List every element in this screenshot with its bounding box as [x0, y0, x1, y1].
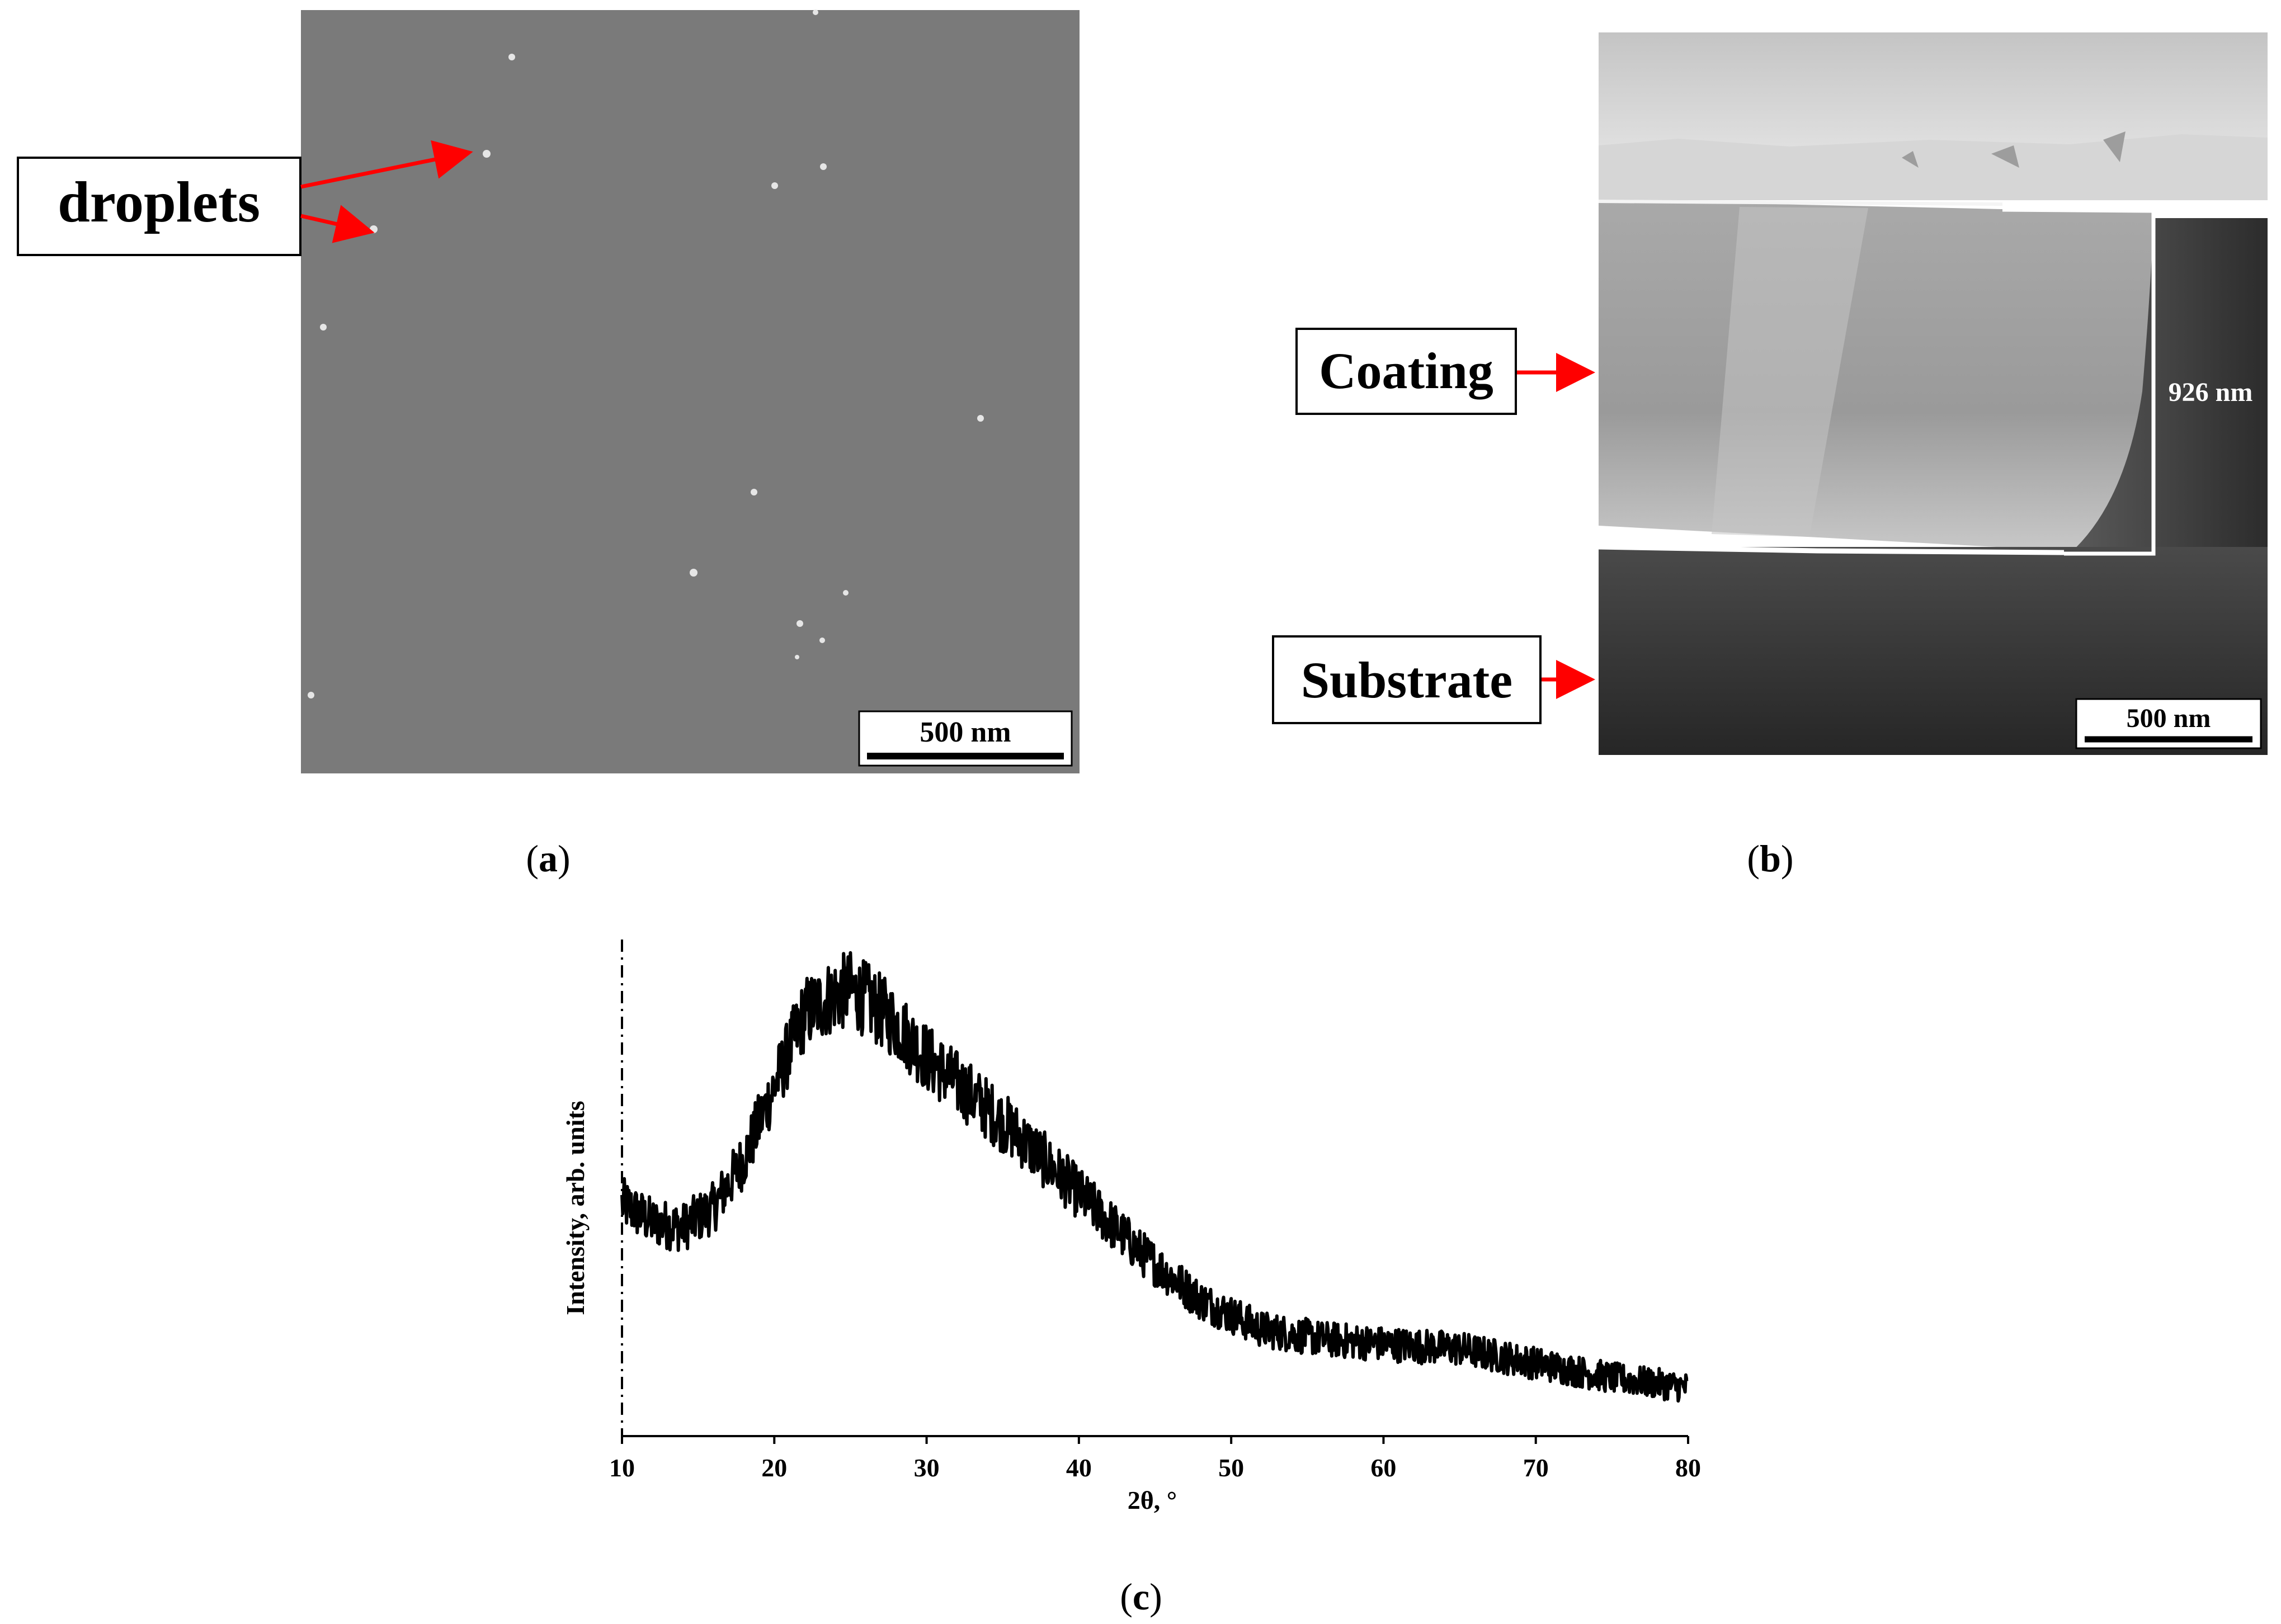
droplets-label: droplets — [58, 170, 260, 234]
x-tick-label: 50 — [1218, 1453, 1244, 1482]
droplet-dot — [843, 590, 849, 596]
droplets-callout: droplets — [17, 140, 473, 256]
coating-label: Coating — [1319, 342, 1493, 399]
substrate-callout: Substrate — [1272, 635, 1595, 724]
x-tick-label: 30 — [914, 1453, 940, 1482]
droplet-dot — [308, 692, 314, 698]
scalebar-a-label: 500 nm — [920, 716, 1011, 748]
droplet-dot — [977, 415, 984, 422]
xrd-chart: 10 20 30 40 50 60 70 80 2θ, ° Intensity, arb. u… — [561, 940, 1701, 1514]
panel-c-caption: (c) — [1120, 1575, 1162, 1618]
droplet-dots — [308, 10, 984, 698]
droplet-dot — [820, 163, 827, 170]
droplet-arrow-2 — [300, 205, 375, 243]
droplet-dot — [795, 655, 799, 659]
x-tick-label: 60 — [1370, 1453, 1396, 1482]
panel-b: 926 nm 500 nm Coating Substrate (b) — [1272, 32, 2268, 880]
x-tick-label: 40 — [1066, 1453, 1092, 1482]
droplet-dot — [751, 489, 757, 495]
droplet-dot — [819, 638, 825, 643]
droplet-dot — [370, 225, 378, 233]
sem-surface-image — [301, 10, 1080, 773]
x-ticks — [621, 1436, 1689, 1444]
panel-a: 500 nm droplets (a) — [17, 10, 1080, 880]
panel-b-caption: (b) — [1747, 837, 1793, 880]
droplet-dot — [813, 10, 818, 15]
x-tick-label: 20 — [761, 1453, 787, 1482]
droplet-dot — [771, 182, 778, 189]
droplet-dot — [797, 620, 803, 627]
x-tick-label: 80 — [1675, 1453, 1701, 1482]
panel-a-caption: (a) — [526, 837, 570, 880]
scalebar-a: 500 nm — [858, 710, 1073, 767]
panel-c: 10 20 30 40 50 60 70 80 2θ, ° Intensity, arb. u… — [561, 940, 1701, 1618]
scalebar-b: 500 nm — [2075, 698, 2262, 749]
x-tick-label: 10 — [609, 1453, 635, 1482]
droplet-dot — [690, 569, 698, 577]
x-tick-labels: 10 20 30 40 50 60 70 80 — [609, 1453, 1701, 1482]
substrate-label: Substrate — [1301, 652, 1512, 709]
droplet-dot — [508, 54, 515, 60]
thickness-label: 926 nm — [2169, 377, 2253, 407]
coating-callout: Coating — [1295, 328, 1595, 415]
droplet-arrow-1 — [300, 140, 473, 189]
x-axis-label: 2θ, ° — [1128, 1486, 1177, 1514]
x-tick-label: 70 — [1523, 1453, 1549, 1482]
sem-cross-section-image: 926 nm — [1598, 32, 2268, 755]
y-axis-label: Intensity, arb. units — [561, 1101, 590, 1315]
droplet-dot — [483, 150, 491, 158]
xrd-pattern-line — [620, 951, 1689, 1403]
droplet-dot — [320, 324, 327, 331]
scalebar-b-label: 500 nm — [2127, 704, 2211, 733]
